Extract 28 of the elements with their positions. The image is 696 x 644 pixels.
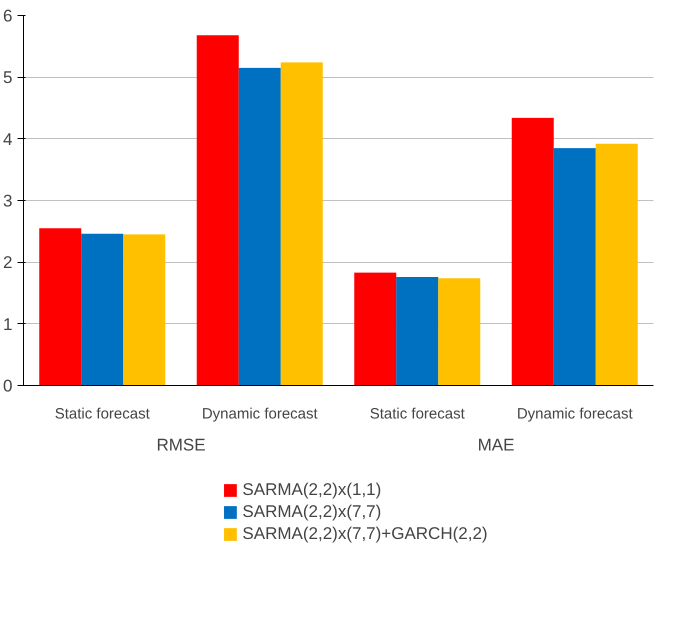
x-tick-label: Dynamic forecast bbox=[202, 406, 319, 422]
x-tick-label: Static forecast bbox=[54, 406, 151, 422]
legend-label: SARMA(2,2)x(7,7) bbox=[242, 502, 382, 522]
bar bbox=[280, 62, 323, 386]
bar bbox=[554, 148, 596, 386]
text: RMSE bbox=[156, 436, 206, 454]
y-tick-label: 0 bbox=[3, 376, 13, 396]
text: MAE bbox=[478, 436, 514, 454]
legend-label: SARMA(2,2)x(7,7)+GARCH(2,2) bbox=[242, 524, 488, 544]
bar bbox=[354, 272, 396, 386]
bar bbox=[438, 278, 480, 386]
bar bbox=[238, 68, 281, 386]
bar bbox=[196, 35, 239, 386]
bar bbox=[81, 234, 124, 386]
bar bbox=[512, 118, 554, 386]
x-tick-label: Static forecast bbox=[370, 406, 466, 422]
bar bbox=[396, 276, 438, 386]
y-tick-label: 2 bbox=[3, 253, 13, 272]
bar bbox=[39, 228, 82, 386]
bar bbox=[596, 144, 638, 386]
y-tick-label: 5 bbox=[3, 68, 13, 88]
y-tick-label: 1 bbox=[3, 314, 13, 334]
bar bbox=[123, 234, 166, 386]
y-tick-label: 3 bbox=[3, 192, 13, 210]
legend-label: SARMA(2,2)x(1,1) bbox=[242, 480, 382, 500]
y-tick-label: 4 bbox=[3, 130, 13, 149]
y-tick-label: 6 bbox=[3, 6, 13, 26]
x-tick-label: Dynamic forecast bbox=[516, 406, 634, 422]
